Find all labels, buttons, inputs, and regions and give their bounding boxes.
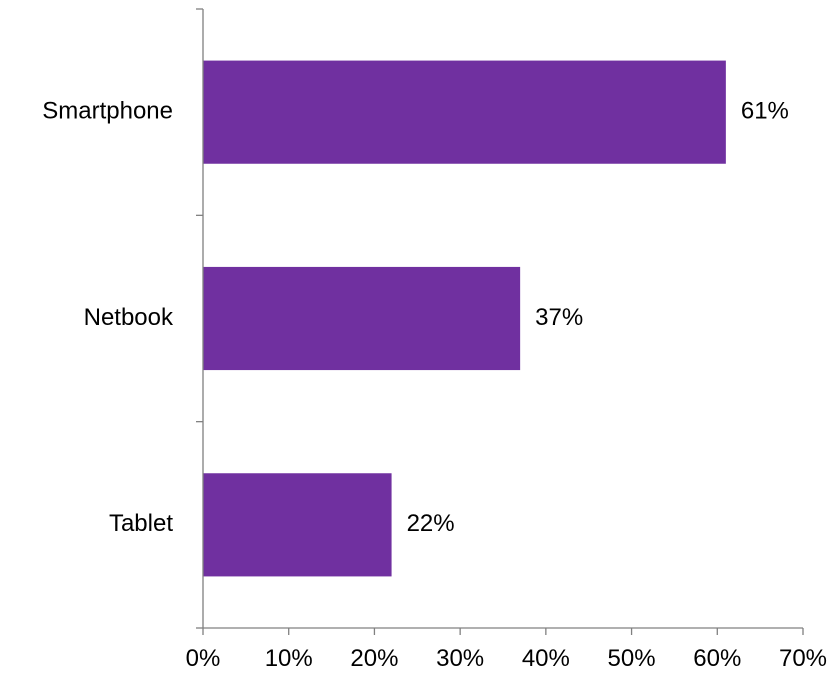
x-axis-tick-label: 0% bbox=[186, 645, 221, 672]
value-label-smartphone: 61% bbox=[741, 98, 789, 125]
x-axis-tick-label: 70% bbox=[779, 645, 827, 672]
x-axis-tick-labels-group: 0% 10% 20% 30% 40% 50% 60% 70% bbox=[186, 645, 827, 672]
category-label-netbook: Netbook bbox=[84, 304, 174, 331]
value-labels-group: 61% 37% 22% bbox=[407, 98, 789, 538]
category-label-smartphone: Smartphone bbox=[42, 98, 173, 125]
x-axis-tick-label: 50% bbox=[608, 645, 656, 672]
bar-netbook bbox=[203, 266, 521, 371]
value-label-tablet: 22% bbox=[407, 510, 455, 537]
category-label-tablet: Tablet bbox=[109, 510, 173, 537]
bar-smartphone bbox=[203, 60, 726, 164]
category-labels-group: Smartphone Netbook Tablet bbox=[42, 98, 174, 538]
x-axis-ticks-group bbox=[202, 628, 804, 635]
value-label-netbook: 37% bbox=[535, 304, 583, 331]
bar-tablet bbox=[203, 473, 392, 577]
bars-group bbox=[203, 60, 726, 577]
x-axis-tick-label: 60% bbox=[693, 645, 741, 672]
x-axis-tick-label: 30% bbox=[436, 645, 484, 672]
x-axis-tick-label: 10% bbox=[265, 645, 313, 672]
x-axis-tick-label: 40% bbox=[522, 645, 570, 672]
x-axis-tick-label: 20% bbox=[350, 645, 398, 672]
y-axis-ticks-group bbox=[196, 8, 203, 629]
